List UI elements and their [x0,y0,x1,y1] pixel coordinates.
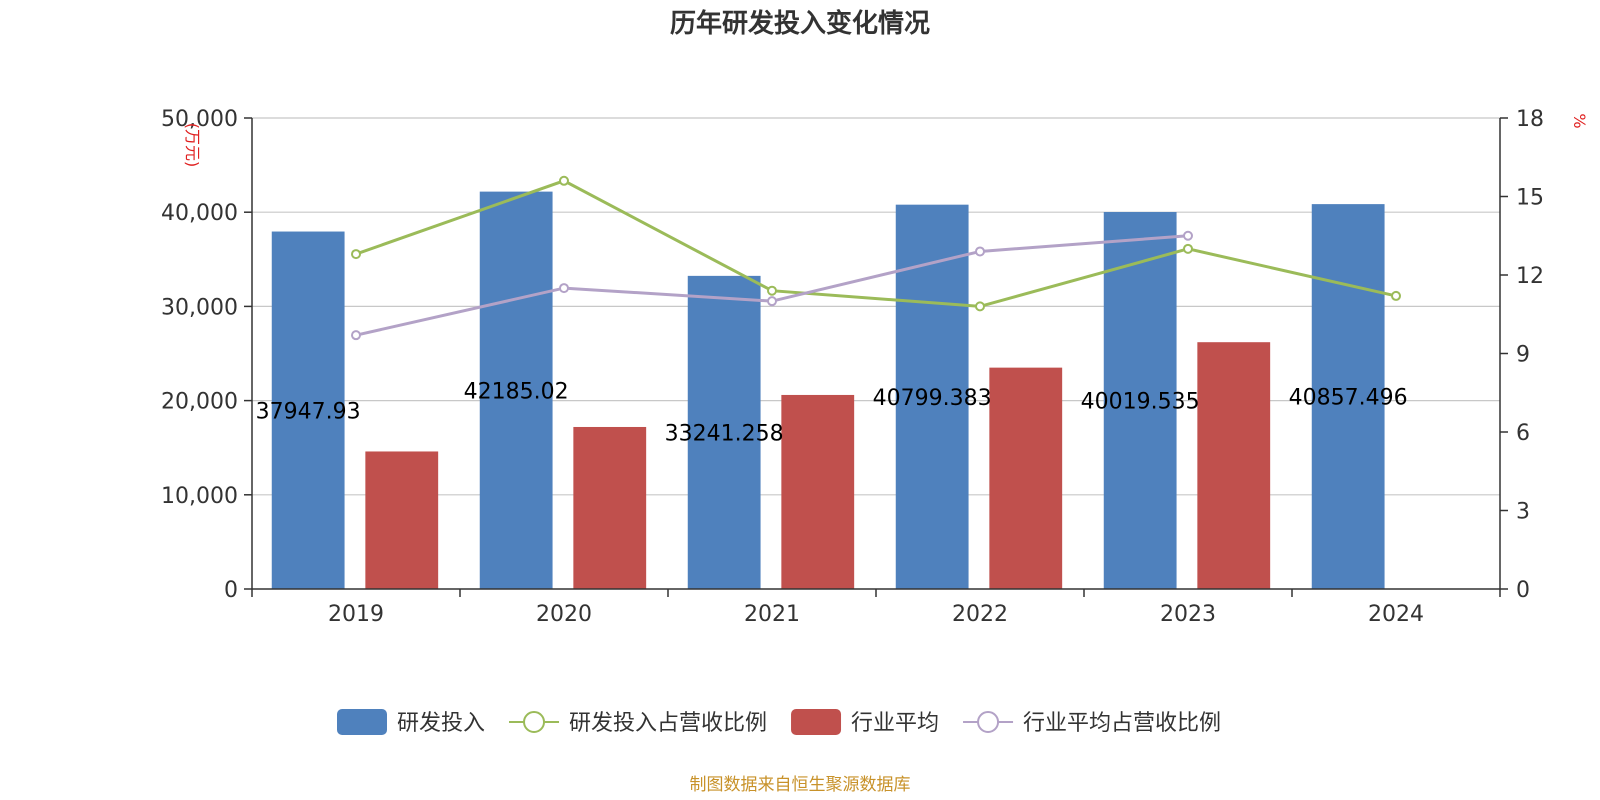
bar-行业平均 [1197,342,1271,589]
y-right-tick-label: 12 [1516,264,1544,289]
y-right-tick-label: 9 [1516,343,1530,368]
y-right-tick-label: 0 [1516,578,1530,603]
bar-研发投入 [687,275,761,589]
x-tick-label: 2022 [952,602,1008,627]
point-行业平均占营收比例 [767,296,777,307]
bar-研发投入 [1103,212,1177,589]
data-label: 40857.496 [1289,386,1408,411]
y-right-tick-label: 6 [1516,421,1530,446]
bar-行业平均 [781,394,855,589]
legend-label: 研发投入占营收比例 [569,711,767,736]
y-right-unit-label: % [1570,113,1589,128]
x-tick-label: 2019 [328,602,384,627]
chart-title: 历年研发投入变化情况 [670,8,930,39]
bar-行业平均 [365,451,439,589]
legend-marker-行业平均占营收比例 [977,711,1000,733]
point-研发投入占营收比例 [559,175,569,186]
bar-行业平均 [573,426,647,589]
y-left-tick-label: 20,000 [161,390,238,415]
point-研发投入占营收比例 [767,285,777,296]
point-行业平均占营收比例 [559,283,569,294]
bar-行业平均 [989,367,1063,589]
y-right-tick-label: 3 [1516,500,1530,525]
bar-研发投入 [271,231,345,589]
y-left-tick-label: 10,000 [161,484,238,509]
axes: 0 10,000 20,000 30,000 40,000 50,000 0 3 6 9 12 15 1… [161,107,1589,627]
data-label: 37947.93 [256,399,361,424]
lines [351,175,1401,341]
x-tick-label: 2023 [1160,602,1216,627]
data-label: 42185.02 [464,379,569,404]
legend-swatch-行业平均 [791,709,842,735]
point-研发投入占营收比例 [975,301,985,312]
line-研发投入占营收比例 [355,179,1397,308]
source-note: 制图数据来自恒生聚源数据库 [690,775,911,795]
data-label: 40799.383 [873,386,992,411]
point-行业平均占营收比例 [975,246,985,257]
y-left-unit-label: (万元) [183,123,202,168]
point-研发投入占营收比例 [351,249,361,260]
y-right-tick-label: 15 [1516,186,1544,211]
bars [271,191,1385,590]
x-tick-label: 2021 [744,602,800,627]
point-研发投入占营收比例 [1391,290,1401,301]
x-tick-label: 2020 [536,602,592,627]
legend: 研发投入 研发投入占营收比例 行业平均 行业平均占营收比例 [337,709,1221,736]
legend-label: 研发投入 [397,711,485,736]
point-行业平均占营收比例 [1183,230,1193,241]
y-left-tick-label: 40,000 [161,201,238,226]
data-labels: 37947.93 42185.02 33241.258 40799.383 40019.… [256,379,1408,446]
y-left-tick-label: 0 [224,578,238,603]
legend-label: 行业平均占营收比例 [1023,711,1221,736]
bar-研发投入 [479,191,553,589]
y-left-tick-label: 50,000 [161,107,238,132]
bar-研发投入 [1311,204,1385,590]
y-right-tick-label: 18 [1516,107,1544,132]
point-行业平均占营收比例 [351,330,361,341]
legend-swatch-研发投入 [337,709,387,735]
legend-label: 行业平均 [851,711,939,736]
x-tick-label: 2024 [1368,602,1424,627]
data-label: 33241.258 [665,421,784,446]
grid [252,117,1500,496]
point-研发投入占营收比例 [1183,243,1193,254]
y-left-tick-label: 30,000 [161,295,238,320]
legend-marker-研发投入占营收比例 [523,711,546,733]
data-label: 40019.535 [1081,390,1200,415]
